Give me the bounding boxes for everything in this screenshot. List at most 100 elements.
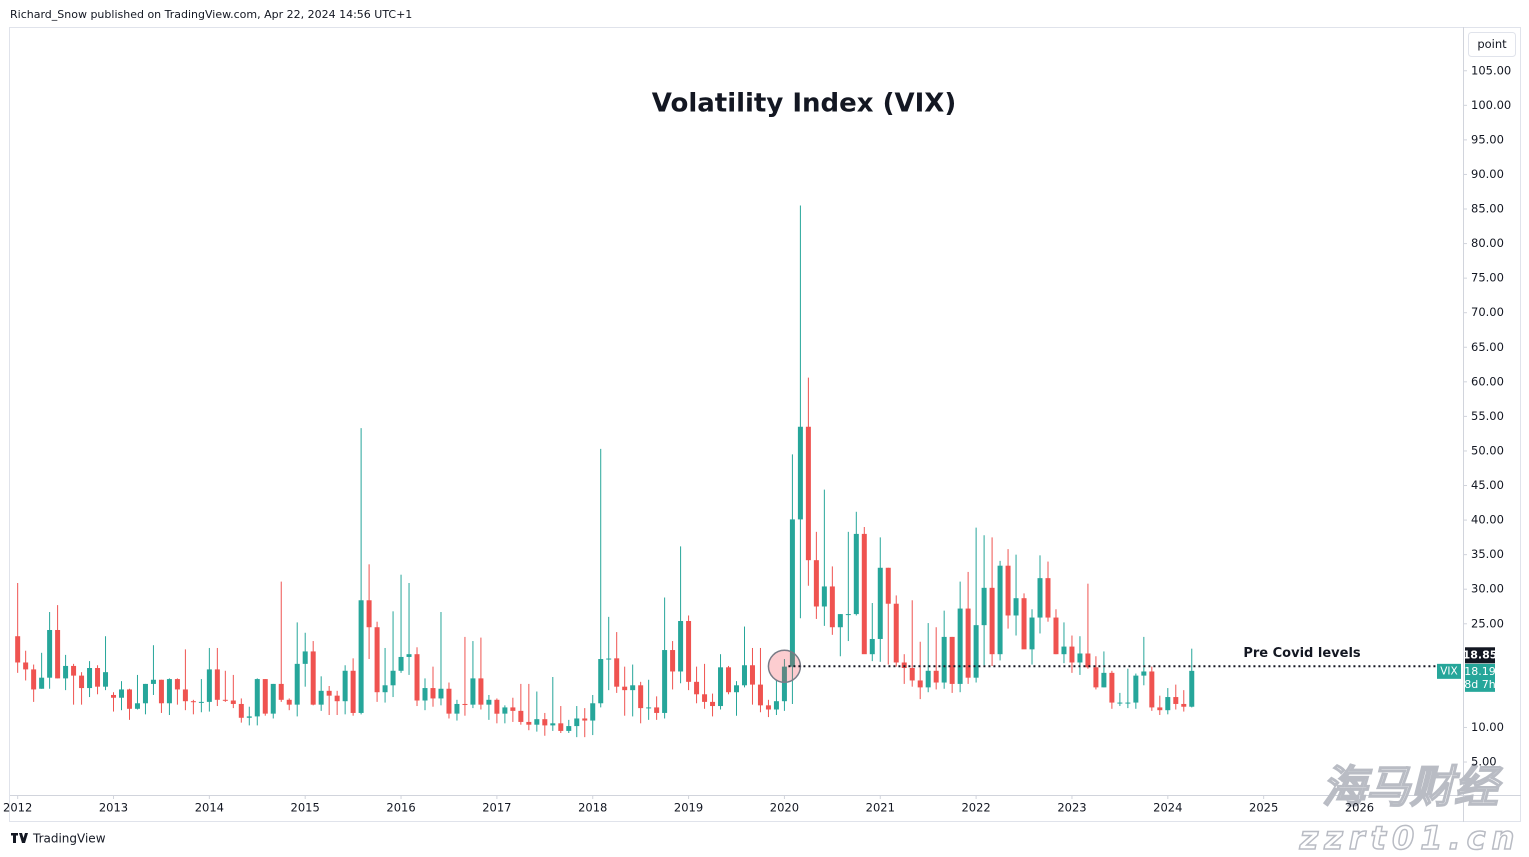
candle-body <box>334 695 340 702</box>
y-tick-label: 90.00 <box>1471 167 1504 181</box>
candle-body <box>358 600 364 713</box>
candle-body <box>230 700 236 704</box>
y-tick-label: 5.00 <box>1471 755 1497 769</box>
candle-body <box>31 669 37 690</box>
candle-body <box>526 721 532 725</box>
candle-body <box>414 654 420 701</box>
y-tick-label: 50.00 <box>1471 443 1504 457</box>
candle-body <box>1037 578 1043 618</box>
candle-body <box>654 707 660 713</box>
candle-body <box>845 614 851 616</box>
watermark: 海马财经 <box>1322 762 1503 813</box>
candle-body <box>1077 653 1083 663</box>
highlight-circle <box>767 649 802 684</box>
candle-body <box>646 707 652 709</box>
candle-body <box>454 703 460 714</box>
candle-body <box>893 603 899 663</box>
candle-body <box>270 683 276 714</box>
x-tick-label: 2016 <box>386 801 415 815</box>
candle-body <box>486 699 492 705</box>
candle-body <box>765 705 771 710</box>
candle-body <box>973 625 979 678</box>
candle-body <box>805 426 811 561</box>
candle-body <box>23 662 29 670</box>
y-tick-label: 30.00 <box>1471 582 1504 596</box>
countdown: 8d 7h <box>1464 678 1495 691</box>
x-tick-label: 2025 <box>1249 801 1278 815</box>
candle-body <box>71 665 77 676</box>
last-price: 18.19 <box>1464 665 1496 678</box>
candle-body <box>502 707 508 714</box>
x-tick-label: 2022 <box>961 801 990 815</box>
x-tick-label: 2023 <box>1057 801 1086 815</box>
x-tick-label: 2021 <box>866 801 895 815</box>
candle-body <box>326 690 332 696</box>
x-tick-label: 2017 <box>482 801 511 815</box>
x-tick-label: 2020 <box>770 801 799 815</box>
candle-body <box>757 684 763 706</box>
candle-body <box>702 694 708 702</box>
y-tick-label: 80.00 <box>1471 236 1504 250</box>
candle-body <box>694 681 700 695</box>
candle-body <box>598 659 604 704</box>
candle-body <box>566 726 572 731</box>
candle-body <box>87 668 93 689</box>
candle-body <box>662 650 668 713</box>
y-tick-label: 105.00 <box>1471 63 1511 77</box>
candle-body <box>949 636 955 684</box>
candle-body <box>118 689 124 698</box>
candle-body <box>398 656 404 671</box>
candle-body <box>989 587 995 655</box>
last-price-box <box>1465 663 1495 692</box>
chart-title: Volatility Index (VIX) <box>652 89 956 119</box>
y-tick-label: 75.00 <box>1471 271 1504 285</box>
candle-body <box>1013 598 1019 616</box>
candle-body <box>294 663 300 705</box>
candle-body <box>773 701 779 710</box>
y-tick-label: 55.00 <box>1471 409 1504 423</box>
candle-body <box>614 658 620 687</box>
y-tick-label: 100.00 <box>1471 98 1511 112</box>
candle-body <box>518 710 524 722</box>
footer: TradingView <box>32 832 106 846</box>
candle-body <box>925 670 931 688</box>
candle-body <box>590 703 596 721</box>
candle-body <box>1165 697 1171 711</box>
candle-body <box>198 701 204 703</box>
candle-body <box>638 685 644 709</box>
candle-body <box>390 670 396 686</box>
candle-body <box>430 688 436 699</box>
scale-button-label[interactable]: point <box>1477 37 1507 51</box>
candle-body <box>941 636 947 683</box>
candle-body <box>1069 646 1075 663</box>
candle-body <box>630 685 636 691</box>
candle-body <box>558 723 564 731</box>
candle-body <box>206 669 212 702</box>
candle-body <box>837 614 843 628</box>
candle-body <box>1085 653 1091 668</box>
candle-body <box>981 587 987 626</box>
candle-body <box>350 670 356 713</box>
candle-body <box>111 694 117 698</box>
candle-body <box>1149 671 1155 708</box>
candle-body <box>15 636 21 663</box>
candle-body <box>869 638 875 655</box>
level-price: 18.85 <box>1463 648 1498 661</box>
candle-body <box>286 699 292 705</box>
candle-body <box>1125 702 1131 704</box>
candle-body <box>126 689 132 709</box>
candle-body <box>470 678 476 705</box>
candle-body <box>1181 703 1187 707</box>
candle-body <box>997 565 1003 655</box>
candle-body <box>933 670 939 683</box>
candle-body <box>134 703 140 709</box>
plot-area <box>15 205 1438 738</box>
candle-body <box>79 675 85 689</box>
x-tick-label: 2012 <box>3 801 32 815</box>
scale-button[interactable] <box>1468 32 1516 57</box>
candle-body <box>861 533 867 655</box>
candle-body <box>214 669 220 700</box>
candle-body <box>781 666 787 702</box>
candle-body <box>103 672 109 687</box>
